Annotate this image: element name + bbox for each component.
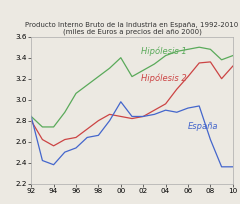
Text: España: España bbox=[188, 122, 218, 131]
Text: Hipólesis 2: Hipólesis 2 bbox=[141, 73, 187, 83]
Title: Producto Interno Bruto de la Industria en España, 1992-2010
(miles de Euros a pr: Producto Interno Bruto de la Industria e… bbox=[25, 22, 239, 35]
Text: Hipólesis 1: Hipólesis 1 bbox=[141, 46, 187, 55]
